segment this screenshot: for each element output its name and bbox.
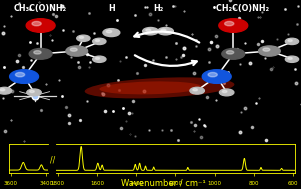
Circle shape [222,49,245,59]
Text: //: // [50,155,55,164]
Circle shape [29,49,52,59]
Circle shape [225,21,234,26]
Circle shape [208,72,217,77]
Circle shape [263,48,270,51]
Circle shape [106,30,112,33]
Circle shape [0,87,12,94]
Circle shape [70,48,77,51]
Circle shape [103,29,120,37]
Ellipse shape [85,77,234,98]
Text: •CH₂C(O)NH₂: •CH₂C(O)NH₂ [212,4,270,13]
Circle shape [77,35,90,41]
Circle shape [146,29,151,31]
Text: Wavenumber / cm⁻¹: Wavenumber / cm⁻¹ [121,178,206,187]
Ellipse shape [99,81,202,94]
Circle shape [161,29,166,31]
Text: CH₃C(O)NH₂: CH₃C(O)NH₂ [14,4,67,13]
Circle shape [79,36,84,38]
Circle shape [222,90,227,93]
Circle shape [0,89,5,91]
Circle shape [15,72,25,77]
Circle shape [10,70,39,83]
Circle shape [259,46,280,56]
Circle shape [27,89,41,96]
Circle shape [219,19,248,32]
Circle shape [30,90,34,93]
Circle shape [143,28,158,35]
Circle shape [226,51,234,54]
Circle shape [158,28,173,35]
Circle shape [32,21,41,26]
Circle shape [285,38,299,45]
Text: H: H [108,4,115,13]
Circle shape [93,38,106,45]
Circle shape [202,70,231,83]
Circle shape [190,87,204,94]
Circle shape [26,19,55,32]
Circle shape [193,89,197,91]
Circle shape [288,40,292,42]
Circle shape [95,57,100,59]
Circle shape [95,40,100,42]
Circle shape [93,56,106,62]
Circle shape [285,56,299,62]
Circle shape [288,57,292,59]
Circle shape [34,51,41,54]
Circle shape [66,46,88,56]
Text: H₂: H₂ [153,4,163,13]
Circle shape [219,89,234,96]
